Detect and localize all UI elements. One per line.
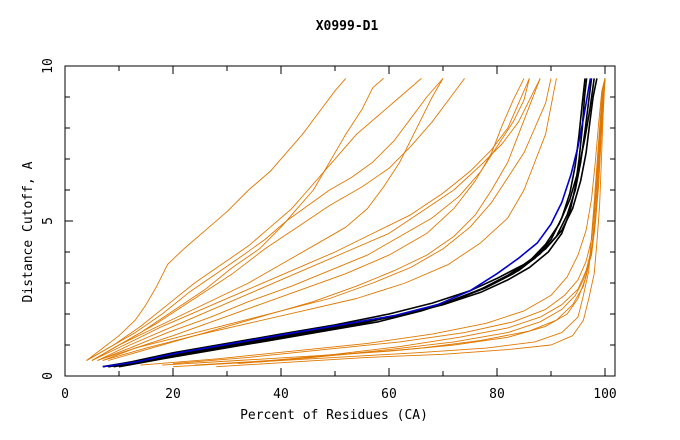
- series-line-orange-11: [102, 78, 525, 361]
- series-line-black-25: [108, 78, 595, 368]
- series-line-orange-9: [91, 78, 422, 361]
- series-line-orange-13: [172, 78, 606, 368]
- x-tick-label-80: 80: [489, 387, 505, 402]
- series-line-orange-14: [216, 78, 606, 368]
- x-tick-label-100: 100: [593, 387, 616, 402]
- series-line-orange-6: [97, 78, 552, 361]
- series-line-orange-12: [97, 78, 530, 361]
- y-axis-label: Distance Cutoff, A: [21, 161, 36, 302]
- series-line-orange-5: [97, 78, 541, 361]
- x-tick-label-20: 20: [165, 387, 181, 402]
- y-tick-label-5: 5: [41, 217, 56, 225]
- series-line-orange-17: [172, 78, 606, 365]
- series-layer: [86, 78, 606, 368]
- x-tick-label-0: 0: [61, 387, 69, 402]
- y-tick-label-0: 0: [41, 372, 56, 380]
- series-line-orange-3: [91, 78, 465, 361]
- series-line-orange-16: [194, 78, 606, 366]
- series-line-black-21: [102, 78, 598, 368]
- series-line-orange-19: [140, 78, 606, 366]
- y-tick-label-10: 10: [41, 58, 56, 74]
- chart-title: X0999-D1: [316, 19, 379, 34]
- x-tick-label-60: 60: [381, 387, 397, 402]
- series-line-blue-26: [102, 78, 592, 368]
- x-axis-label: Percent of Residues (CA): [240, 408, 428, 423]
- series-line-orange-8: [108, 78, 541, 361]
- x-tick-label-40: 40: [273, 387, 289, 402]
- series-line-orange-0: [86, 78, 347, 361]
- series-line-orange-10: [86, 78, 444, 361]
- series-line-orange-18: [237, 78, 606, 365]
- series-line-orange-1: [86, 78, 384, 361]
- ticks-layer: 0 20 40 60 80 100 0 5 10: [41, 58, 617, 402]
- series-line-orange-2: [91, 78, 444, 361]
- series-line-orange-7: [102, 78, 557, 361]
- series-line-orange-4: [91, 78, 530, 361]
- series-line-orange-20: [259, 78, 606, 363]
